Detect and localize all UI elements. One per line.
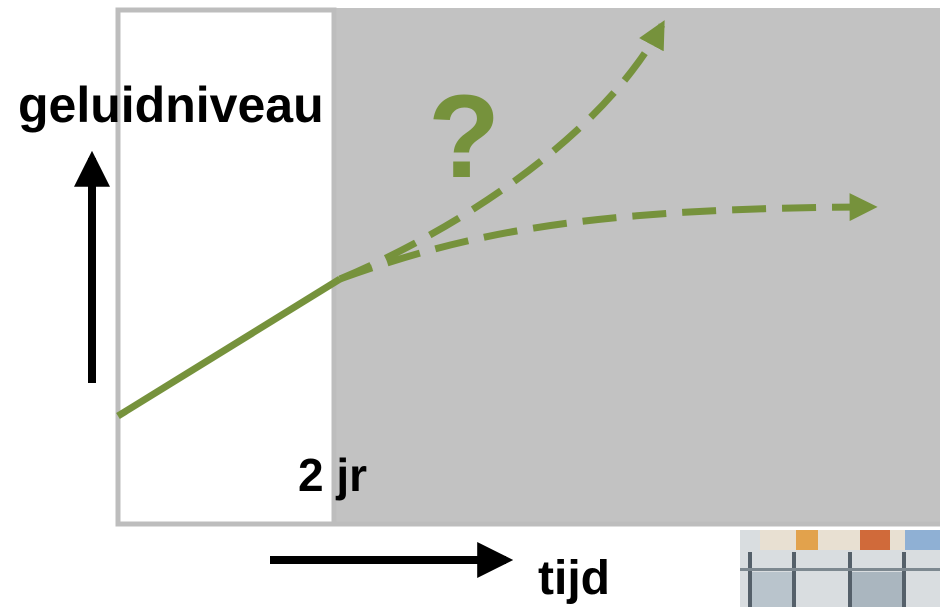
future-period-region — [334, 8, 940, 526]
projection-leveling-arrow — [338, 193, 878, 283]
y-axis-label: geluidniveau — [18, 77, 324, 133]
measured-trend-line — [116, 276, 342, 419]
projection-rising-arrow — [338, 20, 666, 283]
time-marker-label: 2 jr — [298, 449, 368, 501]
x-axis-label: tijd — [538, 552, 610, 605]
question-mark: ? — [428, 71, 501, 203]
building-photo-fragment — [740, 530, 940, 607]
known-period-frame — [115, 7, 337, 527]
